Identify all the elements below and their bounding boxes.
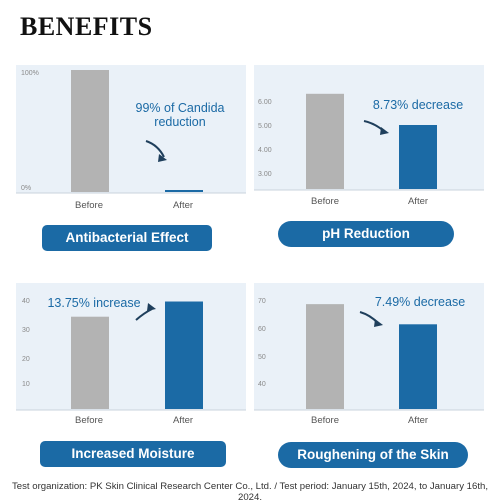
ph-reduction-badge: pH Reduction — [278, 221, 454, 247]
curved-arrow-icon — [145, 140, 165, 158]
bar-after — [165, 301, 203, 409]
xtick-label-before: Before — [75, 415, 103, 426]
antibacterial-svg — [16, 65, 246, 194]
xtick-label-before: Before — [75, 200, 103, 211]
roughening-svg — [254, 283, 484, 411]
page-title: BENEFITS — [20, 12, 153, 41]
xtick-label-after: After — [407, 196, 429, 207]
ytick-label: 40 — [258, 381, 266, 388]
xtick-label-after: After — [172, 415, 194, 426]
ytick-label: 10 — [22, 381, 30, 388]
plot-background — [254, 65, 484, 190]
bar-after — [399, 125, 437, 189]
ytick-label: 70 — [258, 298, 266, 305]
arrow-head-icon — [380, 127, 389, 135]
moisture-badge: Increased Moisture — [40, 441, 226, 467]
ytick-label: 40 — [22, 298, 30, 305]
footer-note: Test organization: PK Skin Clinical Rese… — [11, 481, 489, 503]
antibacterial-badge: Antibacterial Effect — [42, 225, 212, 251]
arrow-head-icon — [374, 319, 383, 327]
ytick-label: 50 — [258, 354, 266, 361]
annotation-line: 7.49% decrease — [374, 295, 466, 309]
bar-before — [71, 70, 109, 192]
annotation-line: 99% of Candida — [135, 101, 225, 115]
ytick-label: 20 — [22, 356, 30, 363]
chart-annotation: 8.73% decrease — [358, 98, 478, 112]
ph-reduction-svg — [254, 65, 484, 191]
chart-annotation: 7.49% decrease — [360, 295, 480, 309]
annotation-line: reduction — [154, 115, 206, 129]
roughening-badge: Roughening of the Skin — [278, 442, 468, 468]
ytick-label: 60 — [258, 326, 266, 333]
chart-annotation: 99% of Candida reduction — [120, 101, 240, 129]
ytick-label: 4.00 — [258, 147, 272, 154]
xtick-label-before: Before — [311, 196, 339, 207]
annotation-line: 8.73% decrease — [372, 98, 464, 112]
plot-background — [16, 65, 246, 193]
ytick-label: 30 — [22, 327, 30, 334]
bar-before — [306, 93, 344, 189]
arrow-head-icon — [147, 303, 156, 311]
bar-after — [399, 324, 437, 409]
roughening-chart: 70 60 50 40 7.49% decrease Before After … — [254, 283, 484, 473]
xtick-label-before: Before — [311, 415, 339, 426]
annotation-line: 13.75% increase — [47, 296, 141, 310]
arrow-head-icon — [158, 154, 167, 162]
antibacterial-chart: 100% 0% 99% of Candida reduction Before … — [16, 65, 246, 255]
bar-before — [71, 316, 109, 409]
plot-background — [16, 283, 246, 410]
ytick-label: 5.00 — [258, 123, 272, 130]
chart-annotation: 13.75% increase — [34, 296, 154, 310]
plot-background — [254, 283, 484, 410]
bar-after — [165, 190, 203, 192]
xtick-label-after: After — [172, 200, 194, 211]
xtick-label-after: After — [407, 415, 429, 426]
ytick-label: 3.00 — [258, 171, 272, 178]
moisture-chart: 40 30 20 10 13.75% increase Before After… — [16, 283, 246, 473]
ph-reduction-chart: 6.00 5.00 4.00 3.00 8.73% decrease Befor… — [254, 65, 484, 255]
moisture-svg — [16, 283, 246, 411]
ytick-label: 0% — [21, 185, 32, 192]
bar-before — [306, 304, 344, 409]
ytick-label: 6.00 — [258, 99, 272, 106]
ytick-label: 100% — [21, 70, 39, 77]
